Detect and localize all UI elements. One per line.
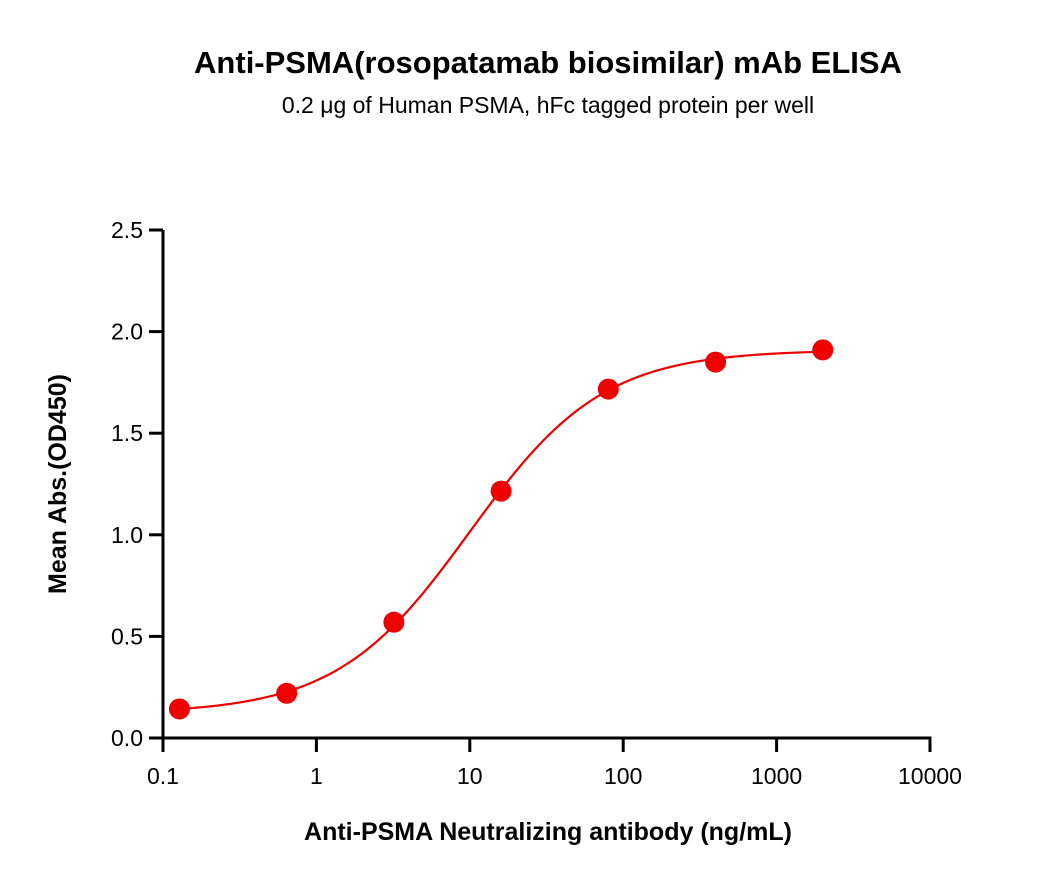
x-axis-label: Anti-PSMA Neutralizing antibody (ng/mL) [304,818,792,846]
data-point [812,339,834,361]
data-point [597,378,619,400]
x-tick-label: 1000 [751,763,802,789]
chart-subtitle: 0.2 μg of Human PSMA, hFc tagged protein… [282,92,814,118]
data-point [168,698,190,720]
y-tick-label: 2.0 [111,319,143,345]
x-tick-label: 1 [310,763,323,789]
y-tick-label: 0.5 [111,623,143,649]
data-point [490,480,512,502]
x-tick-label: 10000 [898,763,962,789]
data-point [383,611,405,633]
y-tick-label: 1.0 [111,522,143,548]
axes: 0.0 0.5 1.0 1.5 2.0 2.5 0.1 1 10 100 1000 10000 [111,217,962,789]
x-tick-label: 100 [604,763,642,789]
x-tick-label: 0.1 [147,763,179,789]
data-point [276,682,298,704]
x-tick-label: 10 [457,763,483,789]
y-tick-label: 1.5 [111,420,143,446]
y-axis-label: Mean Abs.(OD450) [44,374,72,594]
fit-curve [179,350,823,711]
data-marks [168,339,834,720]
y-tick-label: 2.5 [111,217,143,243]
data-point [705,351,727,373]
chart-title: Anti-PSMA(rosopatamab biosimilar) mAb EL… [194,45,902,80]
y-tick-label: 0.0 [111,725,143,751]
